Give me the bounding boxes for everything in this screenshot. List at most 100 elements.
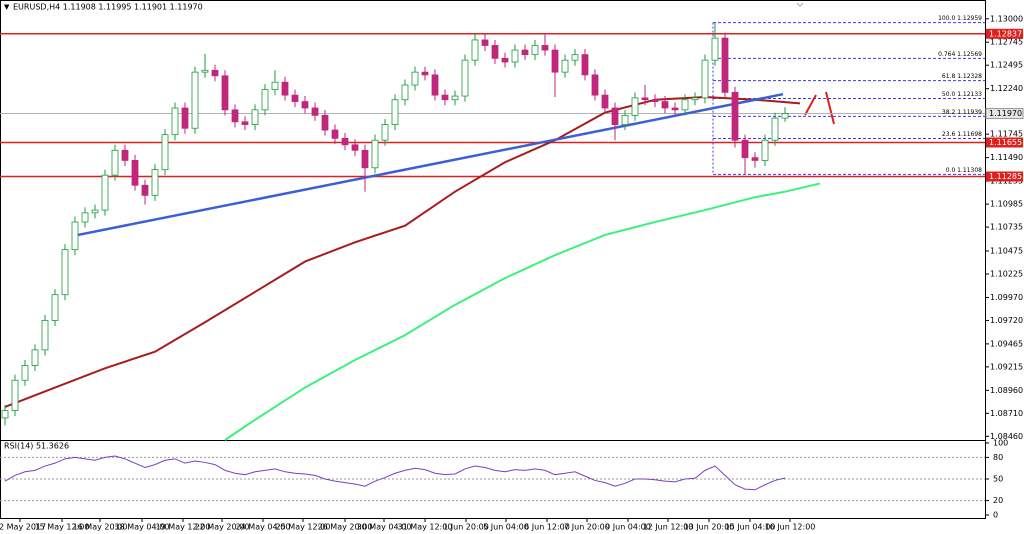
candle-body [181, 107, 189, 129]
fib-label: 38.2 1.11939 [942, 109, 982, 116]
candle-body [341, 137, 349, 146]
y-tick-label: 1.09720 [990, 316, 1023, 325]
x-tick-label: 25 May 12:00 [276, 523, 331, 532]
level-tag [986, 28, 1023, 39]
rsi-tick-label: 80 [993, 453, 1003, 462]
y-tick-label: 1.08710 [990, 409, 1023, 418]
candle-body [301, 101, 309, 109]
candle-body [331, 129, 339, 139]
x-tick-label: 19 May 12:00 [156, 523, 211, 532]
candle-body [641, 97, 649, 101]
candle-body [141, 184, 149, 196]
candle-body [721, 37, 729, 93]
rsi-line [4, 455, 786, 491]
candle-body [81, 212, 89, 223]
x-tick-label: 18 May 04:00 [115, 523, 170, 532]
candle-body [451, 95, 459, 101]
candle-body [31, 349, 39, 366]
fib-label: 23.6 1.11698 [942, 131, 982, 138]
x-tick-label: 12 May 2017 [0, 523, 46, 532]
candle-body [131, 160, 139, 186]
candle-body [511, 49, 519, 63]
candle-body [61, 249, 69, 296]
candle-body [171, 107, 179, 136]
y-tick-label: 1.12495 [990, 61, 1023, 70]
scroll-marker [796, 2, 804, 7]
candle-body [501, 57, 509, 63]
y-tick-label: 1.10985 [990, 200, 1023, 209]
x-tick-label: 12 Jun 12:00 [643, 523, 694, 532]
y-tick-label: 1.10225 [990, 270, 1023, 279]
level-label: 1.12837 [989, 29, 1022, 38]
y-tick-label: 1.12240 [990, 84, 1023, 93]
candle-body [111, 149, 119, 176]
candle-body [581, 54, 589, 76]
x-tick-label: 31 May 12:00 [398, 523, 453, 532]
candle-body [101, 174, 109, 211]
candle-body [201, 69, 209, 73]
y-tick-label: 1.13000 [990, 14, 1023, 23]
candle-body [161, 134, 169, 171]
candle-body [731, 91, 739, 141]
price-panel [0, 0, 986, 441]
candle-body [251, 109, 259, 125]
x-tick-label: 9 Jun 04:00 [605, 523, 651, 532]
candle-body [21, 365, 29, 381]
candle-body [391, 99, 399, 125]
rsi-tick-label: 0 [993, 511, 998, 520]
x-tick-label: 13 Jun 20:00 [684, 523, 735, 532]
candle-body [51, 294, 59, 321]
candle-body [41, 320, 49, 351]
candle-body [401, 84, 409, 101]
candle-body [761, 139, 769, 161]
moving-average [4, 95, 801, 408]
y-tick-label: 1.09465 [990, 339, 1023, 348]
candle-body [631, 97, 639, 116]
candle-body [291, 94, 299, 102]
candle-body [371, 139, 379, 169]
moving-average [224, 182, 821, 441]
rsi-title: RSI(14) 51.3626 [4, 442, 69, 451]
fib-label: 61.8 1.12328 [942, 73, 982, 80]
candle-body [781, 113, 789, 119]
candle-body [1, 410, 9, 419]
candle-body [361, 149, 369, 169]
x-tick-label: 16 May 20:00 [73, 523, 128, 532]
candle-body [671, 107, 679, 111]
fib-label: 50.0 1.12133 [942, 91, 982, 98]
candle-body [381, 124, 389, 141]
trendline [77, 92, 784, 237]
y-tick-label: 1.11490 [990, 153, 1023, 162]
candle-body [561, 59, 569, 73]
candle-body [321, 114, 329, 131]
y-tick-label: 1.12745 [990, 38, 1023, 47]
candle-body [571, 54, 579, 61]
x-tick-label: 7 Jun 20:00 [564, 523, 610, 532]
candle-body [441, 94, 449, 101]
candle-body [651, 99, 659, 102]
candle-body [211, 69, 219, 77]
candle-body [471, 39, 479, 61]
candle-body [481, 39, 489, 46]
candle-body [531, 45, 539, 56]
chart-header: EURUSD,H4 1.11908 1.11995 1.11901 1.1197… [13, 3, 203, 12]
candle-body [681, 99, 689, 111]
level-tag [986, 137, 1023, 148]
level-label: 1.11655 [989, 138, 1022, 147]
candle-body [411, 71, 419, 86]
x-tick-label: 24 May 04:00 [236, 523, 291, 532]
candle-body [351, 144, 359, 151]
x-tick-label: 5 Jun 04:00 [483, 523, 529, 532]
y-tick-label: 1.10475 [990, 247, 1023, 256]
x-tick-label: 16 Jun 12:00 [765, 523, 816, 532]
collapse-icon: ▼ [4, 3, 10, 11]
candle-body [261, 89, 269, 111]
candle-body [71, 221, 79, 251]
candle-body [771, 117, 779, 141]
candle-body [151, 169, 159, 196]
candle-body [311, 107, 319, 116]
candle-body [741, 139, 749, 159]
rsi-tick-label: 20 [993, 496, 1003, 505]
candle-body [191, 71, 199, 129]
x-tick-label: 22 May 20:00 [195, 523, 250, 532]
